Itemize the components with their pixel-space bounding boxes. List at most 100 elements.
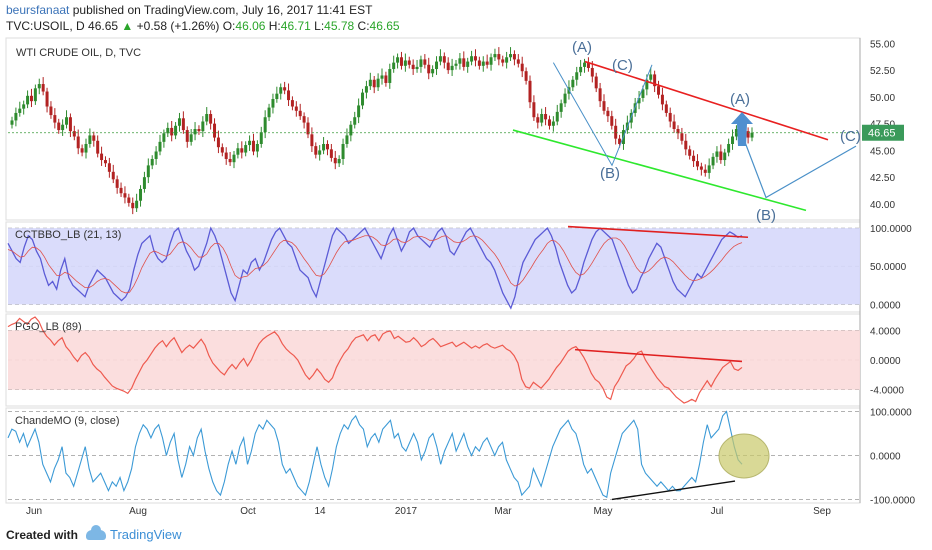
candle-body [544, 114, 548, 120]
candle-body [473, 56, 477, 61]
candle-body [302, 116, 306, 123]
tick-label: 45.00 [870, 146, 895, 157]
candle-body [695, 161, 699, 167]
candle-body [711, 156, 715, 166]
candle-body [649, 74, 653, 80]
candle-body [294, 106, 298, 111]
candle-body [287, 90, 291, 101]
wave-label: (A) [572, 39, 592, 56]
candle-body [177, 118, 181, 126]
indicator-title: ChandeMO (9, close) [15, 415, 120, 427]
footer: Created with TradingView [6, 524, 182, 542]
candle-body [158, 141, 162, 152]
candle-body [201, 121, 205, 132]
candle-body [509, 54, 513, 58]
username[interactable]: beursfanaat [6, 3, 70, 17]
candle-body [337, 158, 341, 164]
candle-body [411, 64, 415, 70]
tick-label: 50.0000 [870, 262, 907, 273]
price-change: +0.58 (+1.26%) [136, 19, 220, 33]
candle-body [602, 101, 606, 111]
candle-body [407, 60, 411, 65]
last-price: 46.65 [88, 19, 119, 33]
low-value: 45.78 [324, 19, 355, 33]
candle-body [290, 100, 294, 107]
candle-body [731, 136, 735, 144]
candle-body [746, 131, 750, 138]
candle-body [76, 136, 80, 149]
candle-body [540, 114, 544, 123]
candle-body [240, 148, 244, 153]
candle-body [606, 110, 610, 117]
projection-arrow-icon [731, 112, 753, 146]
candle-body [236, 148, 240, 155]
pgo-line [7, 316, 743, 404]
candle-body [657, 86, 661, 95]
candle-body [189, 134, 193, 142]
indicator-title: CCTBBO_LB (21, 13) [15, 229, 121, 241]
x-tick-label: May [594, 506, 613, 517]
tick-label: 100.0000 [870, 224, 912, 235]
candle-body [353, 117, 357, 125]
candle-body [699, 166, 703, 170]
candle-body [263, 117, 267, 133]
channel-bottom-line [512, 129, 807, 212]
candle-body [399, 57, 403, 66]
candle-body [96, 140, 100, 154]
candle-body [415, 66, 419, 70]
candle-body [368, 79, 372, 87]
cmo-line [7, 410, 743, 499]
candle-body [29, 95, 33, 102]
wave-lines [552, 62, 653, 167]
candle-body [684, 140, 688, 150]
candle-body [466, 61, 470, 67]
candle-body [672, 121, 676, 129]
candle-body [80, 148, 84, 153]
candle-body [72, 131, 76, 137]
candle-body [216, 137, 220, 148]
candle-body [18, 108, 22, 113]
candle-body [571, 79, 575, 88]
candle-body [68, 117, 72, 132]
candle-body [271, 99, 275, 108]
candle-body [41, 84, 45, 92]
tradingview-logo[interactable]: TradingView [86, 524, 182, 542]
candle-body [322, 143, 326, 151]
candle-body [61, 124, 65, 131]
candle-body [419, 59, 423, 67]
candle-body [65, 117, 69, 125]
candle-body [575, 72, 579, 80]
candle-body [719, 151, 723, 161]
candle-body [388, 69, 392, 83]
candle-body [516, 59, 520, 64]
tick-label: -4.0000 [870, 386, 904, 397]
ohlc-line: TVC:USOIL, D 46.65 ▲ +0.58 (+1.26%) O:46… [6, 19, 400, 33]
candle-body [645, 79, 649, 90]
candle-body [33, 88, 37, 102]
candle-body [248, 140, 252, 146]
candle-body [680, 133, 684, 141]
candle-body [703, 169, 707, 173]
candle-body [563, 93, 567, 104]
candle-body [583, 62, 587, 67]
candle-body [485, 61, 489, 65]
candle-body [349, 124, 353, 136]
candle-body [493, 54, 497, 58]
brand-name: TradingView [110, 527, 182, 542]
candle-body [181, 118, 185, 131]
candle-body [438, 56, 442, 62]
candle-body [135, 200, 139, 209]
candle-body [536, 117, 540, 123]
candle-body [579, 66, 583, 73]
candle-body [637, 97, 641, 104]
x-tick-label: Aug [129, 506, 147, 517]
candle-body [14, 112, 18, 121]
candle-body [88, 135, 92, 144]
candle-body [174, 125, 178, 136]
candle-body [450, 65, 454, 71]
tick-label: 40.00 [870, 200, 895, 211]
band-fill [8, 228, 860, 305]
candle-body [170, 127, 174, 136]
candle-body [103, 160, 107, 164]
